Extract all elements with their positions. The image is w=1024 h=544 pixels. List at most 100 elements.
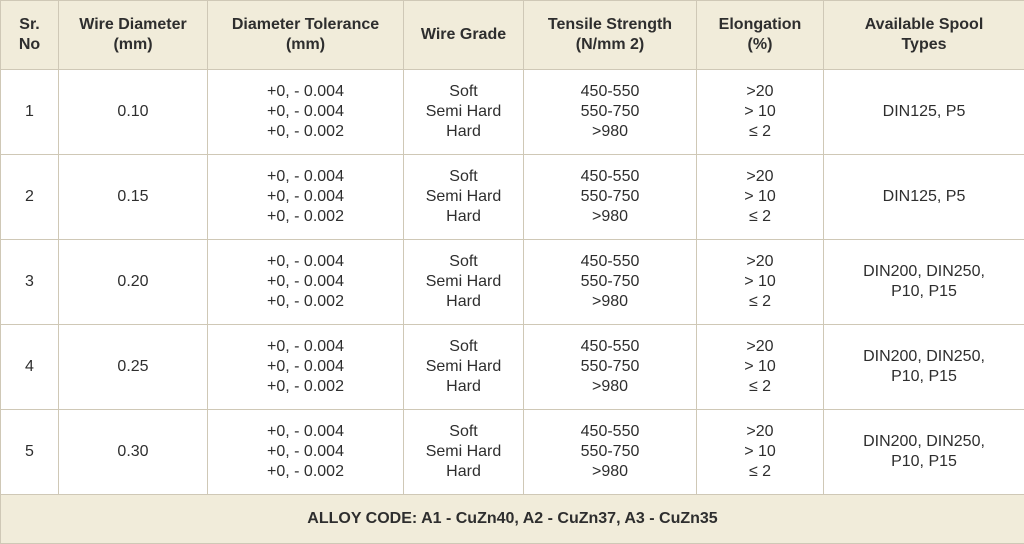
grade-value: Soft — [404, 337, 523, 357]
cell-wire-grade: Soft Semi Hard Hard — [404, 155, 524, 240]
footer-row: ALLOY CODE: A1 - CuZn40, A2 - CuZn37, A3… — [1, 495, 1024, 544]
elongation-value: >20 — [697, 337, 823, 357]
cell-wire-diameter: 0.25 — [59, 325, 208, 410]
tolerance-value: +0, - 0.004 — [208, 187, 403, 207]
tolerance-value: +0, - 0.002 — [208, 377, 403, 397]
cell-tensile-strength: 450-550 550-750 >980 — [524, 70, 697, 155]
tensile-value: >980 — [524, 462, 696, 482]
header-line: Wire Grade — [404, 25, 523, 45]
cell-elongation: >20 > 10 ≤ 2 — [697, 70, 824, 155]
spool-value: DIN125, P5 — [824, 187, 1024, 207]
tensile-value: >980 — [524, 122, 696, 142]
cell-tensile-strength: 450-550 550-750 >980 — [524, 325, 697, 410]
cell-tensile-strength: 450-550 550-750 >980 — [524, 240, 697, 325]
grade-value: Semi Hard — [404, 357, 523, 377]
tensile-value: 550-750 — [524, 357, 696, 377]
cell-elongation: >20 > 10 ≤ 2 — [697, 325, 824, 410]
cell-wire-diameter: 0.10 — [59, 70, 208, 155]
header-line: Elongation — [697, 15, 823, 35]
tensile-value: >980 — [524, 377, 696, 397]
tensile-value: 550-750 — [524, 272, 696, 292]
tolerance-value: +0, - 0.004 — [208, 167, 403, 187]
cell-sr-no: 5 — [1, 410, 59, 495]
grade-value: Semi Hard — [404, 187, 523, 207]
table-row: 3 0.20 +0, - 0.004 +0, - 0.004 +0, - 0.0… — [1, 240, 1024, 325]
spool-value: P10, P15 — [824, 282, 1024, 302]
tolerance-value: +0, - 0.004 — [208, 82, 403, 102]
cell-spool-types: DIN200, DIN250, P10, P15 — [824, 410, 1024, 495]
cell-spool-types: DIN200, DIN250, P10, P15 — [824, 325, 1024, 410]
cell-tolerance: +0, - 0.004 +0, - 0.004 +0, - 0.002 — [208, 155, 404, 240]
header-sr-no: Sr. No — [1, 1, 59, 70]
tensile-value: 450-550 — [524, 337, 696, 357]
elongation-value: ≤ 2 — [697, 292, 823, 312]
spool-value: P10, P15 — [824, 367, 1024, 387]
tolerance-value: +0, - 0.004 — [208, 102, 403, 122]
grade-value: Hard — [404, 122, 523, 142]
tolerance-value: +0, - 0.002 — [208, 462, 403, 482]
spool-value: P10, P15 — [824, 452, 1024, 472]
grade-value: Hard — [404, 377, 523, 397]
header-wire-grade: Wire Grade — [404, 1, 524, 70]
header-line: Sr. — [1, 15, 58, 35]
tensile-value: 450-550 — [524, 167, 696, 187]
header-tensile-strength: Tensile Strength (N/mm 2) — [524, 1, 697, 70]
header-row: Sr. No Wire Diameter (mm) Diameter Toler… — [1, 1, 1024, 70]
tolerance-value: +0, - 0.004 — [208, 357, 403, 377]
table-row: 5 0.30 +0, - 0.004 +0, - 0.004 +0, - 0.0… — [1, 410, 1024, 495]
tolerance-value: +0, - 0.002 — [208, 207, 403, 227]
header-line: No — [1, 35, 58, 55]
table-row: 1 0.10 +0, - 0.004 +0, - 0.004 +0, - 0.0… — [1, 70, 1024, 155]
cell-tensile-strength: 450-550 550-750 >980 — [524, 155, 697, 240]
elongation-value: >20 — [697, 422, 823, 442]
cell-tolerance: +0, - 0.004 +0, - 0.004 +0, - 0.002 — [208, 325, 404, 410]
spool-value: DIN200, DIN250, — [824, 432, 1024, 452]
grade-value: Hard — [404, 462, 523, 482]
spool-value: DIN200, DIN250, — [824, 347, 1024, 367]
elongation-value: > 10 — [697, 272, 823, 292]
elongation-value: > 10 — [697, 357, 823, 377]
header-wire-diameter: Wire Diameter (mm) — [59, 1, 208, 70]
elongation-value: ≤ 2 — [697, 207, 823, 227]
tolerance-value: +0, - 0.004 — [208, 252, 403, 272]
tensile-value: >980 — [524, 292, 696, 312]
tolerance-value: +0, - 0.002 — [208, 292, 403, 312]
grade-value: Semi Hard — [404, 102, 523, 122]
cell-sr-no: 4 — [1, 325, 59, 410]
header-line: Diameter Tolerance — [208, 15, 403, 35]
header-diameter-tolerance: Diameter Tolerance (mm) — [208, 1, 404, 70]
header-line: Available Spool — [824, 15, 1024, 35]
elongation-value: >20 — [697, 82, 823, 102]
header-line: (%) — [697, 35, 823, 55]
elongation-value: > 10 — [697, 442, 823, 462]
table-row: 2 0.15 +0, - 0.004 +0, - 0.004 +0, - 0.0… — [1, 155, 1024, 240]
cell-sr-no: 1 — [1, 70, 59, 155]
cell-spool-types: DIN125, P5 — [824, 155, 1024, 240]
tensile-value: 450-550 — [524, 82, 696, 102]
grade-value: Soft — [404, 422, 523, 442]
tensile-value: 450-550 — [524, 252, 696, 272]
grade-value: Soft — [404, 82, 523, 102]
elongation-value: ≤ 2 — [697, 122, 823, 142]
elongation-value: > 10 — [697, 187, 823, 207]
header-line: (mm) — [59, 35, 207, 55]
cell-sr-no: 2 — [1, 155, 59, 240]
cell-tolerance: +0, - 0.004 +0, - 0.004 +0, - 0.002 — [208, 410, 404, 495]
spool-value: DIN125, P5 — [824, 102, 1024, 122]
tolerance-value: +0, - 0.004 — [208, 272, 403, 292]
tolerance-value: +0, - 0.004 — [208, 337, 403, 357]
header-line: Types — [824, 35, 1024, 55]
grade-value: Soft — [404, 252, 523, 272]
cell-tolerance: +0, - 0.004 +0, - 0.004 +0, - 0.002 — [208, 70, 404, 155]
elongation-value: >20 — [697, 167, 823, 187]
grade-value: Semi Hard — [404, 442, 523, 462]
tolerance-value: +0, - 0.004 — [208, 442, 403, 462]
cell-elongation: >20 > 10 ≤ 2 — [697, 155, 824, 240]
header-line: (mm) — [208, 35, 403, 55]
cell-wire-diameter: 0.15 — [59, 155, 208, 240]
cell-wire-grade: Soft Semi Hard Hard — [404, 410, 524, 495]
tensile-value: 550-750 — [524, 442, 696, 462]
cell-tensile-strength: 450-550 550-750 >980 — [524, 410, 697, 495]
grade-value: Hard — [404, 207, 523, 227]
